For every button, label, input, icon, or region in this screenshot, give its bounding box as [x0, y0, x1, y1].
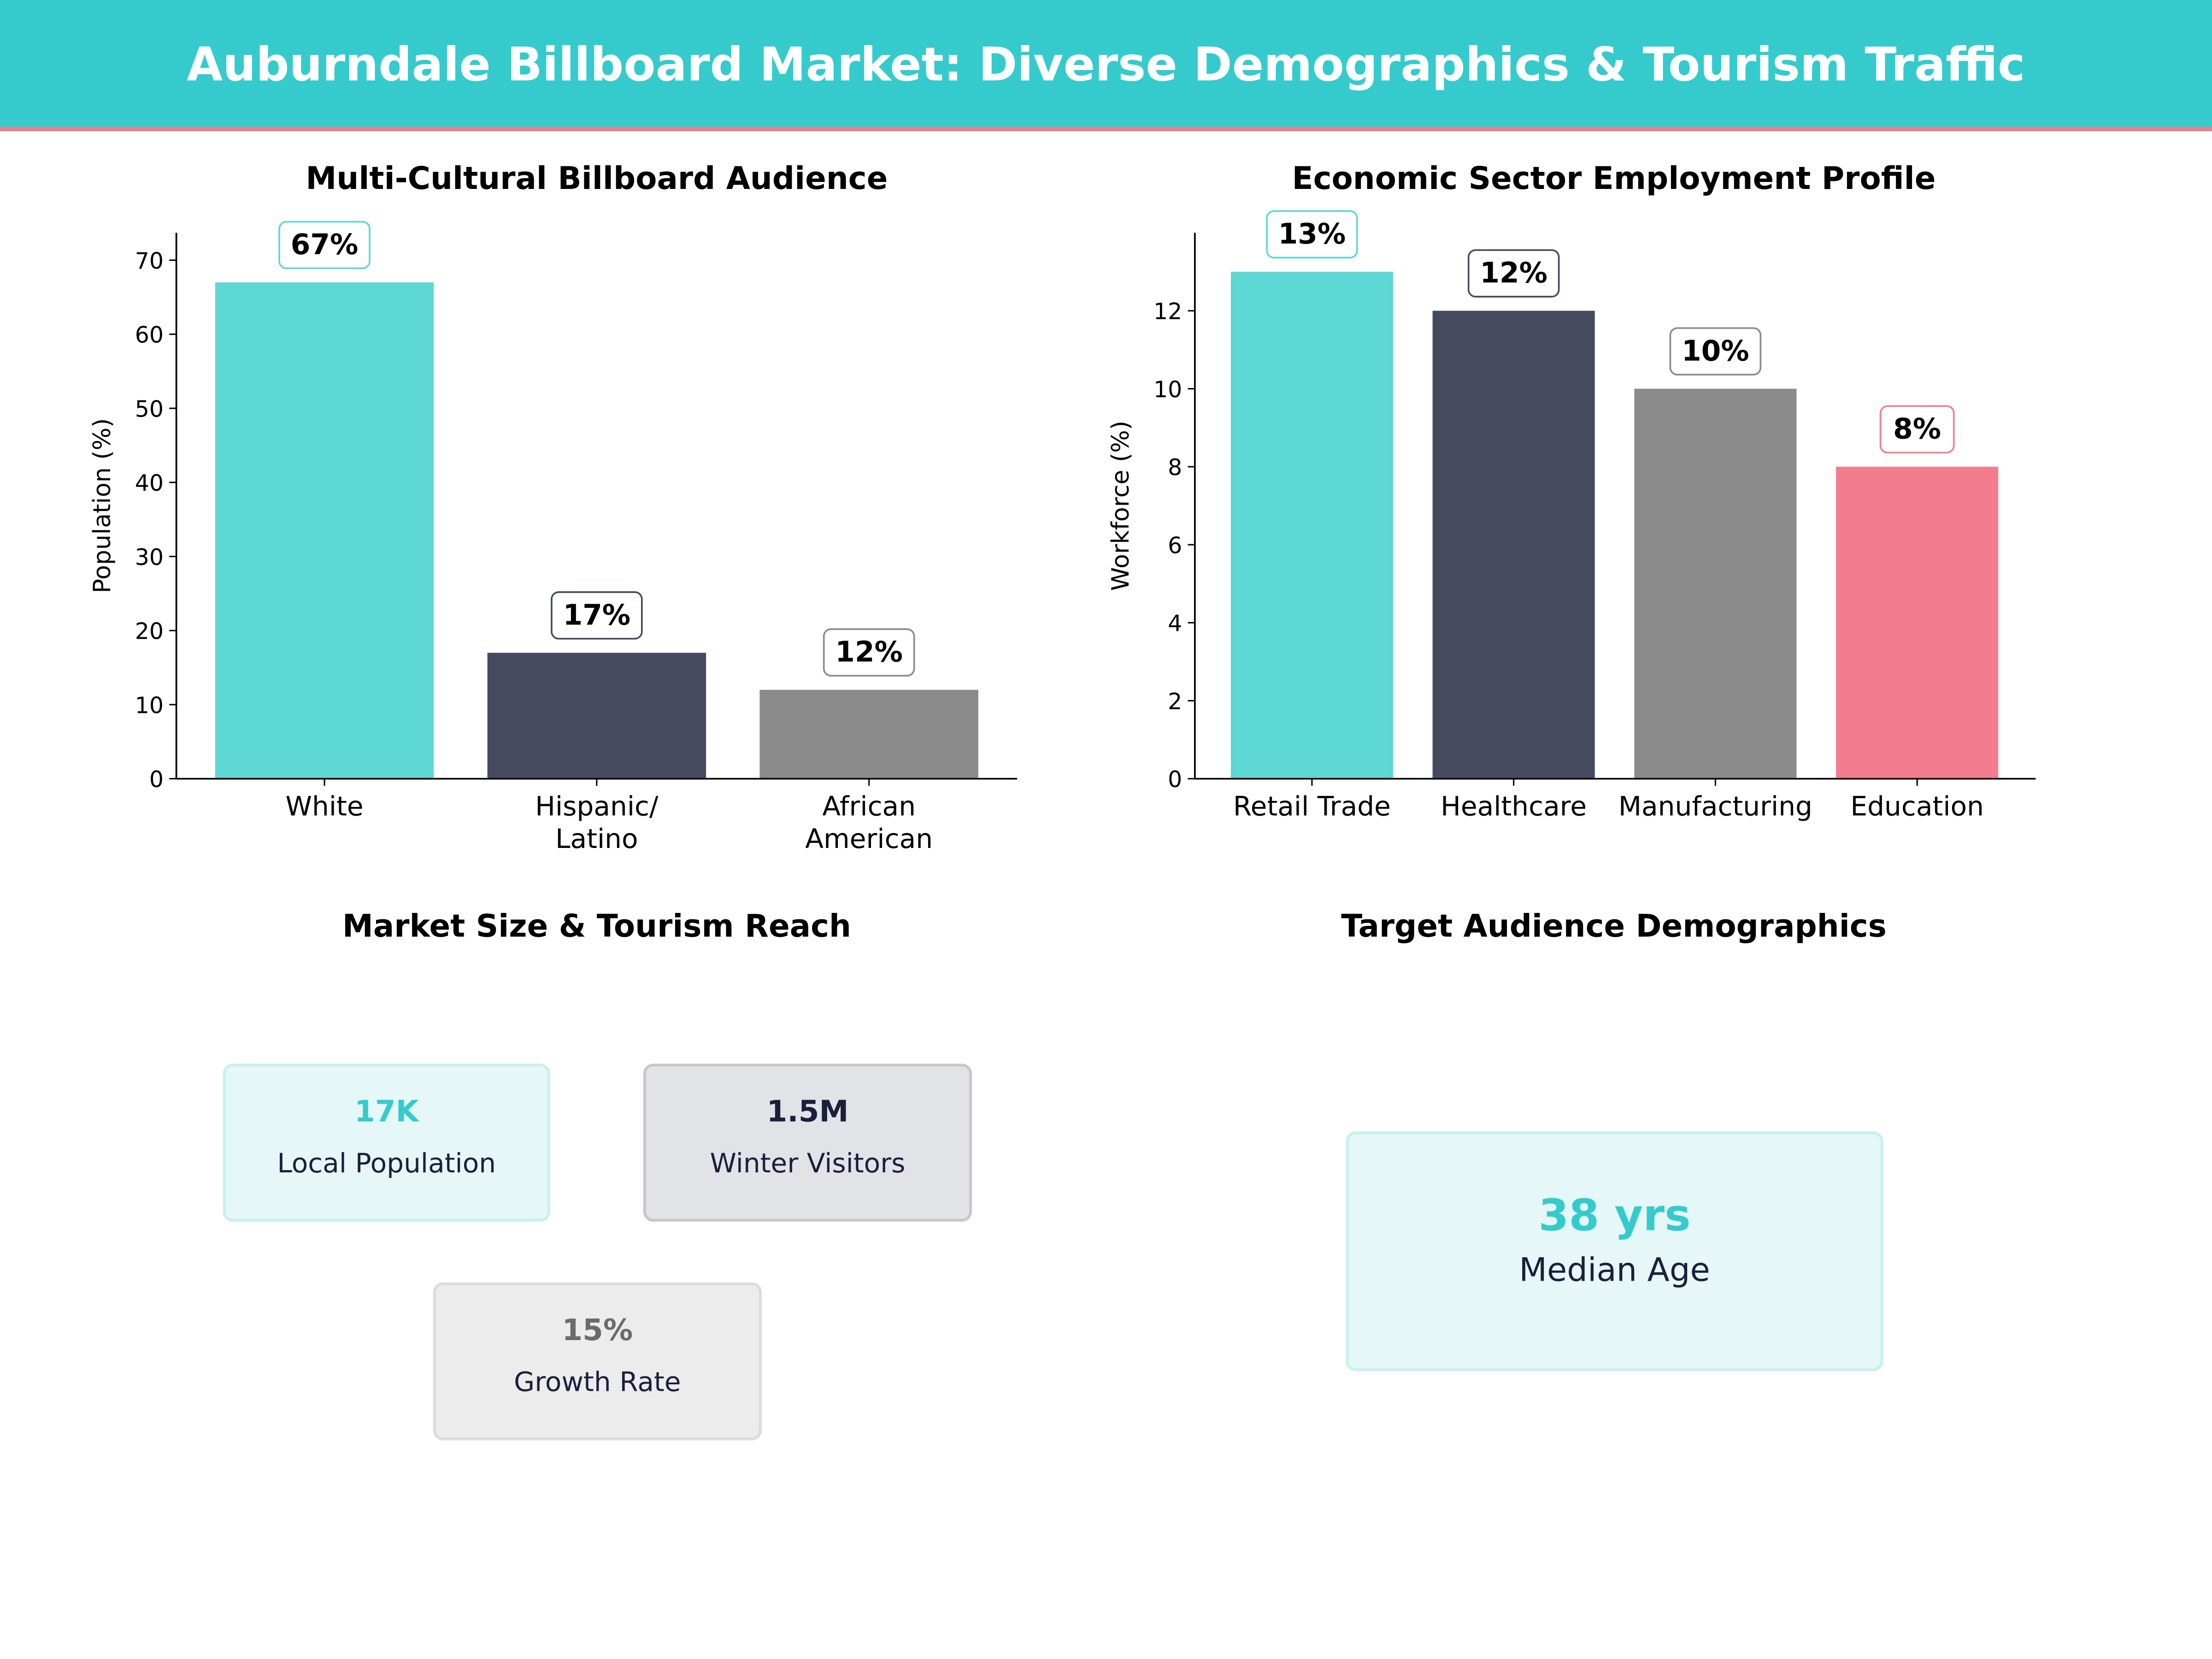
winter-visitors-label: Winter Visitors [710, 1148, 906, 1180]
x-tick-label: Education [1850, 790, 1984, 822]
data-label: 67% [291, 229, 359, 261]
local-population-value: 17K [354, 1094, 419, 1129]
data-label-box [278, 221, 371, 270]
winter-visitors-value: 1.5M [766, 1094, 849, 1129]
winter-visitors-card: 1.5M Winter Visitors [643, 1064, 972, 1222]
y-tick-label: 0 [149, 766, 164, 793]
chart-title-audience: Multi-Cultural Billboard Audience [306, 162, 888, 198]
bar [1634, 388, 1797, 779]
median-age-card: 38 yrs Median Age [1346, 1131, 1883, 1371]
y-tick-label: 12 [1153, 299, 1182, 325]
data-label-box [1879, 405, 1955, 454]
data-label-box [551, 591, 643, 640]
y-tick-label: 30 [135, 544, 164, 571]
data-label-box [823, 628, 915, 677]
y-tick-label: 40 [135, 470, 164, 496]
median-age-value: 38 yrs [1538, 1190, 1691, 1241]
market-section-title: Market Size & Tourism Reach [342, 910, 851, 946]
bar [1836, 466, 1999, 779]
median-age-label: Median Age [1519, 1253, 1710, 1289]
y-tick-label: 10 [1153, 377, 1182, 403]
y-tick-label: 4 [1168, 611, 1182, 637]
data-label-box [1266, 210, 1358, 259]
local-population-label: Local Population [277, 1148, 496, 1180]
y-tick-label: 6 [1168, 532, 1182, 559]
y-tick-label: 20 [135, 618, 164, 645]
y-tick-label: 0 [1168, 766, 1182, 793]
data-label: 12% [835, 636, 903, 669]
demographics-section-title: Target Audience Demographics [1341, 910, 1887, 946]
x-tick-label: Retail Trade [1233, 790, 1391, 822]
y-tick-label: 10 [135, 692, 164, 718]
y-tick-label: 50 [135, 396, 164, 422]
y-tick-label: 2 [1168, 688, 1182, 715]
x-tick-label: Latino [555, 823, 638, 854]
bar [1432, 311, 1595, 779]
header-banner: Auburndale Billboard Market: Diverse Dem… [0, 0, 2212, 131]
data-label: 10% [1682, 335, 1749, 367]
local-population-card: 17K Local Population [223, 1064, 550, 1222]
data-label-box [1669, 327, 1762, 376]
growth-rate-value: 15% [562, 1313, 633, 1347]
page-title: Auburndale Billboard Market: Diverse Dem… [187, 36, 2025, 91]
x-tick-label: Hispanic/ [535, 790, 659, 822]
y-axis-label: Workforce (%) [1107, 421, 1135, 591]
y-tick-label: 60 [135, 322, 164, 348]
data-label: 8% [1893, 413, 1941, 446]
x-tick-label: White [286, 790, 364, 822]
growth-rate-card: 15% Growth Rate [433, 1282, 762, 1441]
data-label: 13% [1278, 218, 1346, 250]
y-axis-label: Population (%) [88, 418, 116, 593]
bar [487, 653, 706, 779]
data-label-box [1467, 249, 1560, 298]
x-tick-label: Manufacturing [1618, 790, 1812, 822]
data-label: 17% [563, 599, 631, 631]
growth-rate-label: Growth Rate [514, 1367, 681, 1398]
x-tick-label: American [805, 823, 933, 854]
x-tick-label: Healthcare [1441, 790, 1587, 822]
bar [215, 282, 434, 779]
y-tick-label: 8 [1168, 454, 1182, 481]
bar [759, 689, 978, 779]
chart-title-employment: Economic Sector Employment Profile [1292, 162, 1936, 198]
y-tick-label: 70 [135, 248, 164, 274]
x-tick-label: African [822, 790, 916, 822]
data-label: 12% [1480, 257, 1547, 289]
bar [1230, 271, 1393, 779]
